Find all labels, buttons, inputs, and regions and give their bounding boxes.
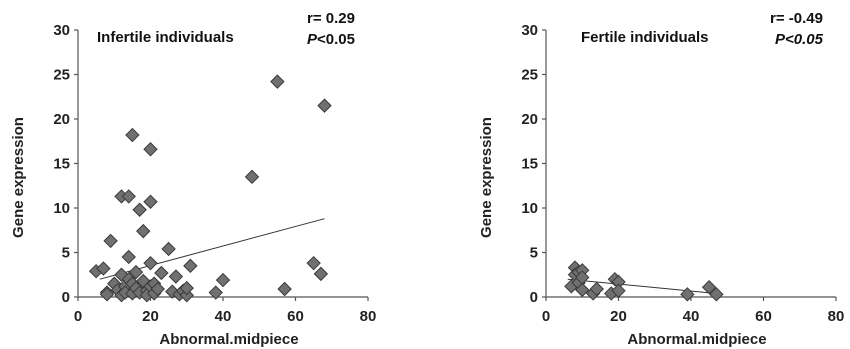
data-point bbox=[125, 127, 140, 143]
data-point bbox=[183, 258, 198, 274]
p-value-threshold: <0.05 bbox=[785, 31, 824, 48]
data-point bbox=[132, 202, 147, 217]
x-tick-label: 40 bbox=[683, 308, 700, 325]
data-point bbox=[121, 189, 136, 204]
panel-fertile: 0 5 10 15 20 25 30 0 20 40 60 80 Abnormal.midpiece Ge… bbox=[478, 10, 844, 348]
data-point bbox=[103, 233, 118, 249]
x-axis-title: Abnormal.midpiece bbox=[627, 331, 766, 348]
data-point bbox=[136, 223, 151, 239]
correlation-r: r= -0.49 bbox=[770, 10, 823, 27]
data-point bbox=[701, 280, 717, 295]
data-point bbox=[317, 98, 332, 113]
x-tick-label: 80 bbox=[828, 308, 845, 325]
y-tick-label: 15 bbox=[521, 156, 538, 173]
y-tick-label: 30 bbox=[53, 22, 70, 39]
data-point bbox=[277, 281, 292, 297]
data-point bbox=[244, 169, 260, 185]
p-value: P<0.05 bbox=[307, 31, 355, 48]
data-point bbox=[680, 287, 695, 302]
y-tick-label: 20 bbox=[521, 111, 538, 128]
group-label: Infertile individuals bbox=[97, 29, 234, 46]
y-axis-title: Gene expression bbox=[478, 117, 495, 238]
data-point bbox=[589, 281, 604, 297]
p-value-letter: P bbox=[307, 31, 318, 48]
y-tick-label: 20 bbox=[53, 111, 70, 128]
x-tick-label: 0 bbox=[542, 308, 550, 325]
x-tick-label: 60 bbox=[755, 308, 772, 325]
data-point bbox=[143, 142, 158, 157]
panel-infertile: 0 5 10 15 20 25 30 0 20 40 60 80 Abnormal.midpiece Ge… bbox=[10, 10, 376, 348]
data-point bbox=[306, 255, 321, 271]
x-axis-title: Abnormal.midpiece bbox=[159, 331, 298, 348]
p-value: P<0.05 bbox=[775, 31, 824, 48]
x-tick-label: 40 bbox=[215, 308, 232, 325]
data-point bbox=[161, 241, 176, 257]
data-point bbox=[128, 264, 144, 280]
data-point bbox=[99, 287, 115, 302]
data-point bbox=[179, 280, 194, 296]
data-point bbox=[168, 269, 184, 284]
data-point bbox=[208, 285, 223, 300]
data-point bbox=[709, 287, 724, 302]
y-tick-label: 25 bbox=[521, 67, 538, 84]
data-point bbox=[121, 249, 136, 265]
group-label: Fertile individuals bbox=[581, 29, 709, 46]
data-point bbox=[96, 261, 111, 276]
y-tick-label: 15 bbox=[53, 156, 70, 173]
data-point bbox=[143, 255, 158, 271]
y-tick-label: 5 bbox=[530, 245, 538, 262]
data-point bbox=[313, 266, 329, 282]
y-tick-label: 5 bbox=[62, 245, 70, 262]
x-tick-label: 20 bbox=[142, 308, 159, 325]
data-point bbox=[154, 265, 169, 281]
x-tick-label: 80 bbox=[360, 308, 377, 325]
p-value-letter: P bbox=[775, 31, 786, 48]
data-point bbox=[150, 281, 165, 297]
data-point bbox=[575, 282, 590, 298]
y-axis-title: Gene expression bbox=[10, 117, 27, 238]
y-tick-label: 10 bbox=[53, 200, 70, 217]
x-tick-label: 20 bbox=[610, 308, 627, 325]
x-tick-label: 60 bbox=[287, 308, 304, 325]
y-tick-label: 10 bbox=[521, 200, 538, 217]
y-tick-label: 25 bbox=[53, 67, 70, 84]
p-value-threshold: <0.05 bbox=[317, 31, 355, 48]
data-point bbox=[270, 74, 285, 89]
y-tick-label: 0 bbox=[62, 289, 70, 306]
x-tick-label: 0 bbox=[74, 308, 82, 325]
y-tick-label: 0 bbox=[530, 289, 538, 306]
data-point bbox=[611, 283, 626, 298]
data-point bbox=[215, 272, 231, 288]
trendline bbox=[567, 278, 717, 294]
correlation-r: r= 0.29 bbox=[307, 10, 355, 27]
data-point bbox=[143, 194, 158, 209]
y-tick-label: 30 bbox=[521, 22, 538, 39]
